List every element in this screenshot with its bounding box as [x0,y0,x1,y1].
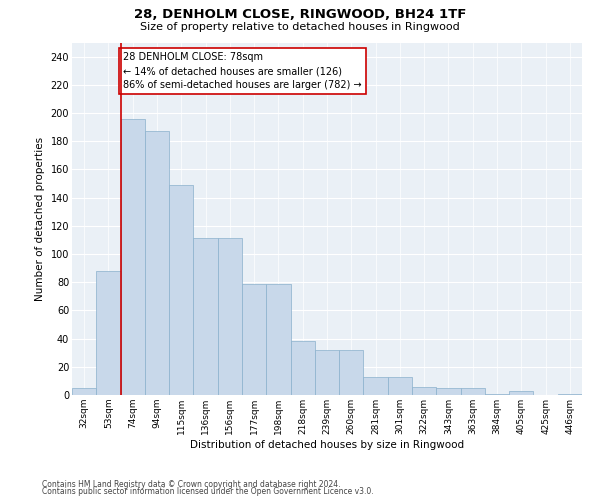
Bar [436,388,461,395]
Text: Size of property relative to detached houses in Ringwood: Size of property relative to detached ho… [140,22,460,32]
Text: Contains HM Land Registry data © Crown copyright and database right 2024.: Contains HM Land Registry data © Crown c… [42,480,341,489]
X-axis label: Distribution of detached houses by size in Ringwood: Distribution of detached houses by size … [190,440,464,450]
Bar [509,391,533,395]
Bar [290,342,315,395]
Bar [485,394,509,395]
Bar [364,376,388,395]
Text: 28 DENHOLM CLOSE: 78sqm
← 14% of detached houses are smaller (126)
86% of semi-d: 28 DENHOLM CLOSE: 78sqm ← 14% of detache… [123,52,362,90]
Bar [121,118,145,395]
Bar [558,394,582,395]
Bar [96,271,121,395]
Bar [169,185,193,395]
Bar [461,388,485,395]
Text: 28, DENHOLM CLOSE, RINGWOOD, BH24 1TF: 28, DENHOLM CLOSE, RINGWOOD, BH24 1TF [134,8,466,20]
Bar [145,132,169,395]
Bar [242,284,266,395]
Bar [388,376,412,395]
Y-axis label: Number of detached properties: Number of detached properties [35,136,45,301]
Bar [266,284,290,395]
Bar [218,238,242,395]
Bar [412,386,436,395]
Bar [72,388,96,395]
Bar [339,350,364,395]
Bar [193,238,218,395]
Bar [315,350,339,395]
Text: Contains public sector information licensed under the Open Government Licence v3: Contains public sector information licen… [42,487,374,496]
